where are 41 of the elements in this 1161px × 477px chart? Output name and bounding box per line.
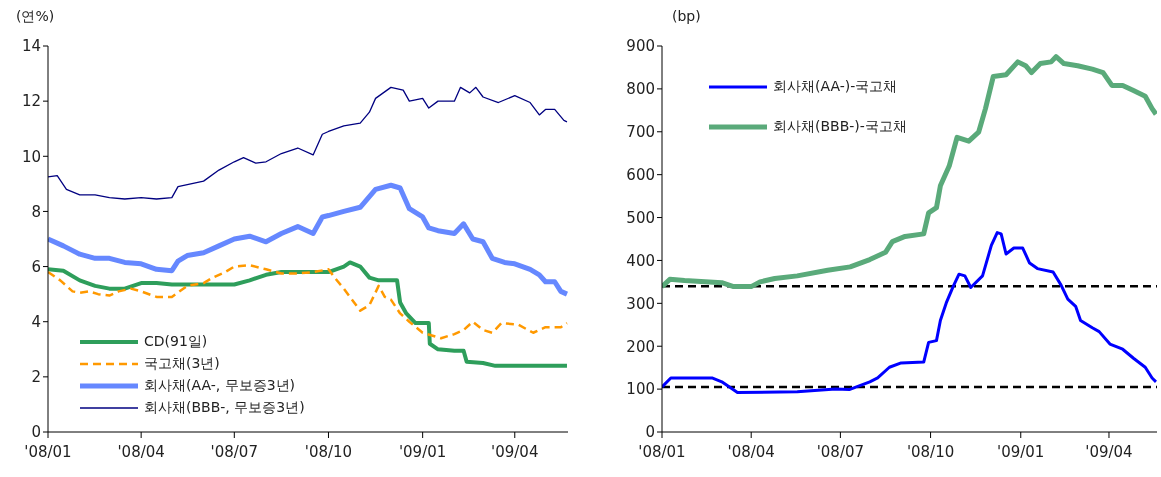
- y-axis-title: (연%): [16, 8, 55, 26]
- line-series: [48, 260, 568, 368]
- y-tick-label: 200: [626, 337, 656, 356]
- x-tick-label: '08/04: [727, 442, 775, 461]
- line-series: [662, 231, 1158, 395]
- x-tick-label: '08/07: [816, 442, 865, 461]
- line-series: [48, 86, 568, 200]
- x-tick-label: '08/10: [304, 442, 353, 461]
- y-tick-label: 800: [626, 80, 656, 99]
- legend-label: 국고채(3년): [144, 355, 220, 373]
- legend-label: CD(91일): [144, 333, 208, 351]
- x-tick-label: '08/01: [24, 442, 72, 461]
- legend-label: 회사채(BBB-, 무보증3년): [144, 399, 305, 417]
- x-tick-label: '08/01: [638, 442, 686, 461]
- y-tick-label: 12: [21, 92, 41, 111]
- x-tick-label: '09/01: [398, 442, 447, 461]
- legend-label: 회사채(AA-)-국고채: [773, 78, 898, 96]
- y-tick-label: 300: [626, 294, 656, 313]
- y-axis-title: (bp): [672, 8, 701, 24]
- legend-label: 회사채(AA-, 무보증3년): [144, 377, 296, 395]
- y-tick-label: 900: [626, 37, 656, 56]
- y-tick-label: 500: [626, 208, 656, 227]
- y-tick-label: 700: [626, 123, 656, 142]
- y-tick-label: 14: [21, 37, 41, 56]
- y-tick-label: 2: [31, 368, 41, 387]
- y-tick-label: 100: [626, 380, 656, 399]
- x-tick-label: '09/01: [997, 442, 1045, 461]
- x-tick-label: '08/04: [117, 442, 165, 461]
- x-tick-label: '09/04: [1085, 442, 1133, 461]
- x-tick-label: '08/07: [210, 442, 258, 461]
- y-tick-label: 4: [31, 313, 41, 332]
- x-tick-label: '09/04: [491, 442, 539, 461]
- legend-label: 회사채(BBB-)-국고채: [773, 118, 907, 136]
- y-tick-label: 8: [31, 202, 41, 221]
- y-tick-label: 6: [31, 257, 41, 276]
- y-tick-label: 400: [626, 251, 656, 270]
- y-tick-label: 0: [31, 423, 41, 442]
- y-tick-label: 10: [21, 147, 41, 166]
- x-tick-label: '08/10: [906, 442, 955, 461]
- y-tick-label: 600: [626, 165, 656, 184]
- y-tick-label: 0: [645, 423, 656, 442]
